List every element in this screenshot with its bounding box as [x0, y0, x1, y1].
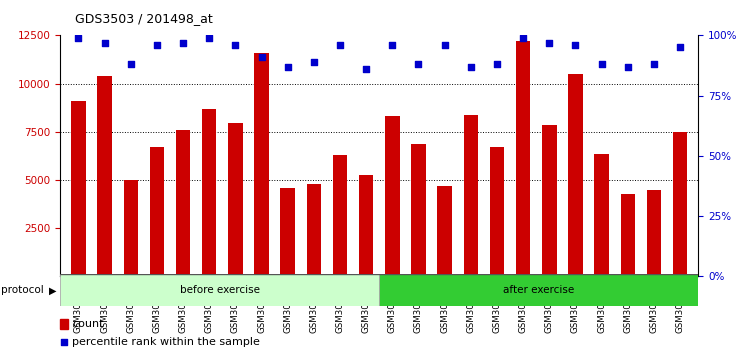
Bar: [255, 53, 269, 276]
Point: [674, 45, 686, 50]
Bar: [123, 180, 138, 276]
Point: [229, 42, 241, 48]
Point: [596, 62, 608, 67]
Text: percentile rank within the sample: percentile rank within the sample: [72, 337, 260, 347]
Bar: [412, 144, 426, 276]
Text: count: count: [72, 319, 104, 329]
Bar: [306, 184, 321, 276]
Point: [439, 42, 451, 48]
Bar: [647, 190, 661, 276]
Point: [282, 64, 294, 69]
Bar: [98, 76, 112, 276]
FancyBboxPatch shape: [379, 274, 698, 306]
Point: [622, 64, 634, 69]
Bar: [71, 101, 86, 276]
Point: [255, 54, 267, 60]
Bar: [516, 41, 530, 276]
Point: [360, 66, 372, 72]
Point: [465, 64, 477, 69]
Point: [386, 42, 398, 48]
Point: [125, 62, 137, 67]
Point: [204, 35, 216, 41]
Point: [98, 40, 110, 45]
Bar: [438, 185, 452, 276]
Bar: [359, 175, 373, 276]
Bar: [673, 132, 687, 276]
Point: [151, 42, 163, 48]
FancyBboxPatch shape: [60, 274, 379, 306]
Bar: [280, 188, 295, 276]
Bar: [60, 319, 68, 329]
Bar: [595, 154, 609, 276]
Point: [334, 42, 346, 48]
Bar: [620, 194, 635, 276]
Text: protocol: protocol: [1, 285, 44, 295]
Text: before exercise: before exercise: [179, 285, 260, 295]
Text: after exercise: after exercise: [503, 285, 575, 295]
Bar: [176, 130, 190, 276]
Bar: [202, 109, 216, 276]
Point: [308, 59, 320, 65]
Bar: [490, 147, 504, 276]
Bar: [569, 74, 583, 276]
Point: [59, 339, 71, 344]
Point: [72, 35, 84, 41]
Bar: [149, 147, 164, 276]
Point: [543, 40, 555, 45]
Point: [569, 42, 581, 48]
Point: [517, 35, 529, 41]
Bar: [333, 155, 347, 276]
Bar: [385, 116, 400, 276]
Text: ▶: ▶: [49, 285, 56, 295]
Point: [648, 62, 660, 67]
Bar: [228, 123, 243, 276]
Text: GDS3503 / 201498_at: GDS3503 / 201498_at: [75, 12, 213, 25]
Bar: [463, 115, 478, 276]
Point: [412, 62, 424, 67]
Point: [177, 40, 189, 45]
Bar: [542, 125, 556, 276]
Point: [491, 62, 503, 67]
